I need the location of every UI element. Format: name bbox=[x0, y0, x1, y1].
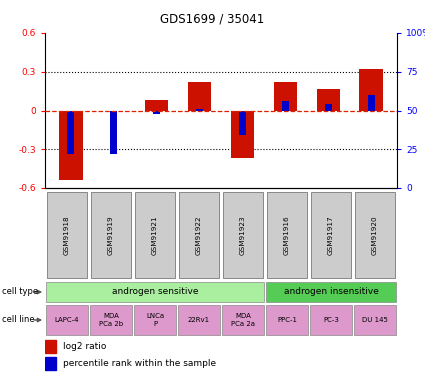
Text: MDA
PCa 2a: MDA PCa 2a bbox=[231, 314, 255, 327]
Bar bbox=[231, 111, 254, 158]
Text: GSM91922: GSM91922 bbox=[196, 215, 202, 255]
FancyBboxPatch shape bbox=[47, 192, 87, 278]
Bar bbox=[59, 111, 82, 180]
Text: GSM91918: GSM91918 bbox=[64, 215, 70, 255]
Text: 22Rv1: 22Rv1 bbox=[188, 317, 210, 323]
Text: LAPC-4: LAPC-4 bbox=[55, 317, 79, 323]
FancyBboxPatch shape bbox=[178, 305, 220, 335]
Bar bbox=[67, 111, 74, 154]
Text: androgen sensitive: androgen sensitive bbox=[112, 288, 198, 297]
Text: GSM91919: GSM91919 bbox=[108, 215, 114, 255]
Bar bbox=[239, 111, 246, 135]
FancyBboxPatch shape bbox=[135, 192, 175, 278]
Text: percentile rank within the sample: percentile rank within the sample bbox=[62, 359, 216, 368]
Bar bbox=[153, 111, 160, 114]
Bar bbox=[360, 69, 383, 111]
FancyBboxPatch shape bbox=[354, 305, 396, 335]
Bar bbox=[368, 95, 375, 111]
Text: GSM91917: GSM91917 bbox=[328, 215, 334, 255]
FancyBboxPatch shape bbox=[223, 192, 263, 278]
FancyBboxPatch shape bbox=[310, 305, 351, 335]
Bar bbox=[45, 357, 56, 369]
Bar bbox=[196, 109, 203, 111]
FancyBboxPatch shape bbox=[267, 192, 307, 278]
FancyBboxPatch shape bbox=[46, 282, 264, 302]
Text: androgen insensitive: androgen insensitive bbox=[283, 288, 378, 297]
FancyBboxPatch shape bbox=[91, 305, 132, 335]
Bar bbox=[325, 104, 332, 111]
Text: DU 145: DU 145 bbox=[362, 317, 388, 323]
FancyBboxPatch shape bbox=[311, 192, 351, 278]
Bar bbox=[274, 82, 297, 111]
Text: PPC-1: PPC-1 bbox=[277, 317, 297, 323]
Text: GSM91923: GSM91923 bbox=[240, 215, 246, 255]
Bar bbox=[188, 82, 211, 111]
Text: log2 ratio: log2 ratio bbox=[62, 342, 106, 351]
Bar bbox=[45, 340, 56, 353]
Text: cell type: cell type bbox=[2, 288, 38, 297]
Bar bbox=[110, 111, 117, 154]
Text: GDS1699 / 35041: GDS1699 / 35041 bbox=[160, 12, 265, 25]
Text: PC-3: PC-3 bbox=[323, 317, 339, 323]
Text: GSM91921: GSM91921 bbox=[152, 215, 158, 255]
FancyBboxPatch shape bbox=[46, 305, 88, 335]
FancyBboxPatch shape bbox=[134, 305, 176, 335]
FancyBboxPatch shape bbox=[179, 192, 219, 278]
Text: GSM91916: GSM91916 bbox=[284, 215, 290, 255]
FancyBboxPatch shape bbox=[266, 305, 308, 335]
Text: MDA
PCa 2b: MDA PCa 2b bbox=[99, 314, 123, 327]
Text: cell line: cell line bbox=[2, 315, 35, 324]
Bar bbox=[282, 101, 289, 111]
Bar bbox=[145, 100, 168, 111]
FancyBboxPatch shape bbox=[91, 192, 131, 278]
FancyBboxPatch shape bbox=[266, 282, 396, 302]
Bar bbox=[317, 88, 340, 111]
FancyBboxPatch shape bbox=[222, 305, 264, 335]
Text: GSM91920: GSM91920 bbox=[372, 215, 378, 255]
FancyBboxPatch shape bbox=[355, 192, 395, 278]
Text: LNCa
P: LNCa P bbox=[146, 314, 164, 327]
